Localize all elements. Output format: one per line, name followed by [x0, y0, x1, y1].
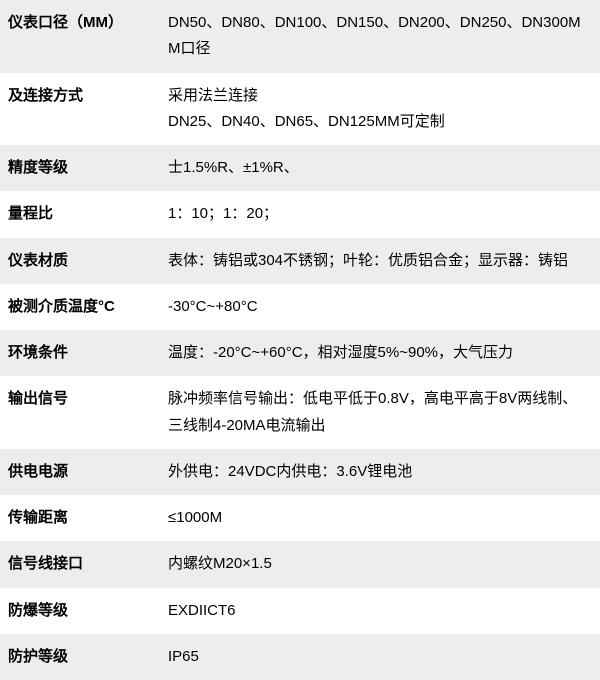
spec-value: EXDIICT6	[168, 598, 592, 624]
table-row: 仪表材质 表体：铸铝或304不锈钢；叶轮：优质铝合金；显示器：铸铝	[0, 238, 600, 284]
spec-value: 士1.5%R、±1%R、	[168, 155, 592, 181]
table-row: 信号线接口 内螺纹M20×1.5	[0, 541, 600, 587]
spec-value: IP65	[168, 644, 592, 670]
table-row: 供电电源 外供电：24VDC内供电：3.6V锂电池	[0, 449, 600, 495]
table-row: 精度等级 士1.5%R、±1%R、	[0, 145, 600, 191]
table-row: 量程比 1：10；1：20；	[0, 191, 600, 237]
spec-value: 温度：-20°C~+60°C，相对湿度5%~90%，大气压力	[168, 340, 592, 366]
spec-value: 采用法兰连接DN25、DN40、DN65、DN125MM可定制	[168, 83, 592, 136]
spec-label: 仪表口径（MM）	[8, 10, 168, 36]
table-row: 被测介质温度°C -30°C~+80°C	[0, 284, 600, 330]
table-row: 输出信号 脉冲频率信号输出：低电平低于0.8V，高电平高于8V两线制、三线制4-…	[0, 376, 600, 449]
spec-label: 量程比	[8, 201, 168, 227]
spec-label: 精度等级	[8, 155, 168, 181]
table-row: 环境条件 温度：-20°C~+60°C，相对湿度5%~90%，大气压力	[0, 330, 600, 376]
table-row: 防护等级 IP65	[0, 634, 600, 680]
spec-label: 输出信号	[8, 386, 168, 412]
spec-label: 防爆等级	[8, 598, 168, 624]
table-row: 传输距离 ≤1000M	[0, 495, 600, 541]
spec-value: 表体：铸铝或304不锈钢；叶轮：优质铝合金；显示器：铸铝	[168, 248, 592, 274]
spec-label: 传输距离	[8, 505, 168, 531]
table-row: 及连接方式 采用法兰连接DN25、DN40、DN65、DN125MM可定制	[0, 73, 600, 146]
table-row: 仪表口径（MM） DN50、DN80、DN100、DN150、DN200、DN2…	[0, 0, 600, 73]
spec-value: 脉冲频率信号输出：低电平低于0.8V，高电平高于8V两线制、三线制4-20MA电…	[168, 386, 592, 439]
spec-label: 被测介质温度°C	[8, 294, 168, 320]
spec-label: 供电电源	[8, 459, 168, 485]
spec-value: 内螺纹M20×1.5	[168, 551, 592, 577]
spec-label: 信号线接口	[8, 551, 168, 577]
spec-value: DN50、DN80、DN100、DN150、DN200、DN250、DN300M…	[168, 10, 592, 63]
spec-table: 仪表口径（MM） DN50、DN80、DN100、DN150、DN200、DN2…	[0, 0, 600, 680]
spec-label: 防护等级	[8, 644, 168, 670]
spec-label: 及连接方式	[8, 83, 168, 109]
spec-value: -30°C~+80°C	[168, 294, 592, 320]
spec-value: 外供电：24VDC内供电：3.6V锂电池	[168, 459, 592, 485]
spec-value: ≤1000M	[168, 505, 592, 531]
spec-value: 1：10；1：20；	[168, 201, 592, 227]
spec-label: 仪表材质	[8, 248, 168, 274]
table-row: 防爆等级 EXDIICT6	[0, 588, 600, 634]
spec-label: 环境条件	[8, 340, 168, 366]
